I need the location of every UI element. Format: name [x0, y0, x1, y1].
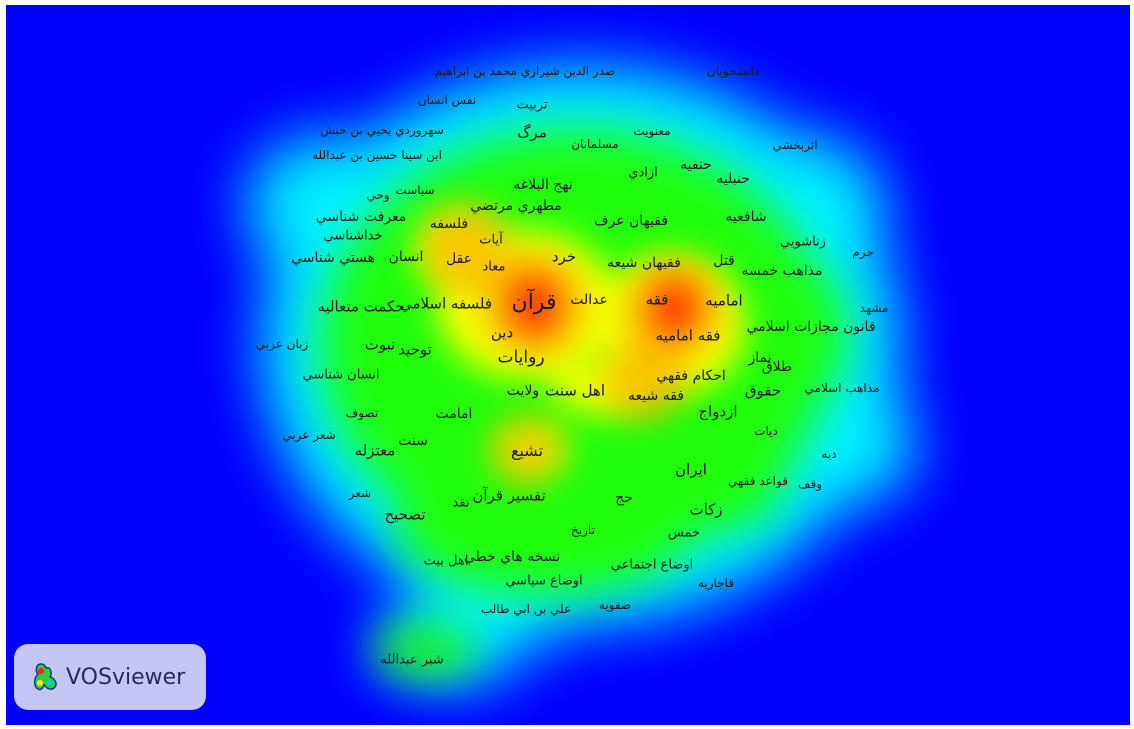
term-label[interactable]: تربيت: [516, 97, 548, 113]
term-label[interactable]: طلاق: [761, 359, 793, 375]
term-label[interactable]: سياست: [395, 183, 435, 197]
term-label[interactable]: توحيد: [398, 340, 432, 359]
term-label[interactable]: قرآن: [511, 290, 557, 315]
term-label[interactable]: ايران: [675, 460, 707, 479]
term-label[interactable]: وقف: [798, 477, 822, 491]
term-label[interactable]: تاريخ: [571, 523, 595, 537]
term-label[interactable]: انسان: [388, 249, 424, 265]
term-label[interactable]: مذاهب خمسه: [741, 263, 823, 279]
term-label[interactable]: اوضاع سياسي: [505, 573, 583, 589]
term-label[interactable]: اوضاع اجتماعي: [610, 557, 694, 573]
term-label[interactable]: نبوت: [364, 335, 396, 354]
term-label[interactable]: خداشناسي: [323, 228, 383, 244]
term-label[interactable]: فلسفه: [429, 216, 469, 232]
term-label[interactable]: تشيع: [510, 441, 544, 460]
term-label[interactable]: فقه اماميه: [655, 326, 721, 345]
vosviewer-logo-text: VOSviewer: [66, 664, 186, 690]
term-label[interactable]: ولايت: [506, 383, 540, 399]
term-label[interactable]: صدر الدين شيرازي محمد بن ابراهيم: [434, 64, 616, 78]
term-label[interactable]: ابن سينا حسين بن عبدالله: [312, 148, 442, 162]
term-label[interactable]: قواعد فقهي: [728, 474, 788, 488]
term-label[interactable]: عدالت: [570, 292, 608, 308]
term-label[interactable]: نسخه هاي خطي: [463, 549, 561, 565]
hotspot-orange-4: [488, 410, 564, 490]
density-hot-layer: [422, 202, 720, 490]
vosviewer-logo-icon: [33, 663, 57, 691]
term-label[interactable]: خرد: [551, 247, 577, 266]
term-label[interactable]: ازادي: [628, 165, 658, 181]
term-label[interactable]: حكمت متعاليه: [317, 297, 405, 316]
term-label[interactable]: آيات: [479, 232, 503, 248]
term-label[interactable]: حنبليه: [716, 171, 750, 187]
term-label[interactable]: دين: [490, 323, 514, 342]
term-label[interactable]: ديات: [754, 424, 778, 438]
term-label[interactable]: زكات: [689, 500, 723, 519]
term-label[interactable]: عقل: [445, 251, 473, 267]
term-label[interactable]: معنويت: [633, 124, 671, 138]
term-label[interactable]: شبر عبدالله: [380, 652, 444, 668]
term-label[interactable]: تصحيح: [384, 505, 426, 524]
term-label[interactable]: شافعيه: [725, 209, 767, 225]
term-label[interactable]: قاجاريه: [697, 576, 735, 590]
term-label[interactable]: سنت: [398, 433, 428, 449]
vosviewer-logo: VOSviewer: [14, 644, 206, 710]
term-label[interactable]: انسان شناسي: [302, 367, 380, 383]
term-label[interactable]: علي بن ابي طالب: [480, 602, 572, 616]
term-label[interactable]: صفويه: [598, 598, 632, 612]
term-label[interactable]: اماميه: [705, 291, 743, 310]
density-heatmap: [246, 65, 916, 685]
term-label[interactable]: سهروردي يحيي بن حبش: [320, 123, 444, 137]
term-label[interactable]: حنفيه: [680, 157, 712, 173]
term-label[interactable]: قتل: [713, 253, 735, 269]
term-label[interactable]: تصوف: [345, 406, 379, 420]
term-label[interactable]: شعر عربي: [282, 428, 336, 442]
term-label[interactable]: دانشجويان: [706, 64, 760, 78]
hotspot-red-0: [507, 273, 561, 337]
term-label[interactable]: فقيهان شيعه: [607, 255, 681, 271]
term-label[interactable]: شعر: [348, 486, 372, 500]
term-label[interactable]: فقه: [645, 290, 669, 309]
term-label[interactable]: فقه شيعه: [628, 388, 684, 404]
term-label[interactable]: نماز: [748, 350, 772, 366]
term-label[interactable]: مسلمانان: [571, 137, 619, 151]
term-label[interactable]: معرفت شناسي: [315, 209, 407, 225]
term-label[interactable]: تفسير قرآن: [472, 486, 546, 505]
density-map[interactable]: صدر الدين شيرازي محمد بن ابراهيم دانشجويا…: [6, 5, 1130, 725]
term-label[interactable]: مرگ: [517, 123, 547, 142]
term-label[interactable]: خمس: [667, 525, 701, 541]
term-label[interactable]: مشهد: [859, 301, 889, 315]
term-label[interactable]: قانون مجازات اسلامي: [746, 319, 876, 335]
term-label[interactable]: معاد: [482, 259, 506, 275]
term-label[interactable]: جرم: [852, 245, 874, 259]
term-label[interactable]: زبان عربي: [255, 337, 309, 351]
term-label[interactable]: ديه: [821, 447, 837, 461]
term-label[interactable]: ازدواج: [698, 402, 738, 421]
term-label[interactable]: هستي شناسي: [291, 250, 375, 266]
term-label[interactable]: نفس انسان: [417, 93, 477, 107]
term-label[interactable]: زناشويي: [780, 234, 826, 250]
hotspot-red-1: [648, 278, 700, 338]
term-label[interactable]: اهل بيت: [423, 553, 469, 569]
term-label[interactable]: امامت: [435, 406, 473, 422]
term-label[interactable]: فقيهان عرف: [593, 213, 669, 229]
term-label[interactable]: روايات: [497, 347, 545, 368]
term-label[interactable]: حج: [615, 490, 633, 506]
term-label[interactable]: احكام فقهي: [656, 368, 726, 384]
term-label[interactable]: نهج البلاغه: [513, 177, 573, 193]
hotspot-orange-3: [422, 202, 510, 296]
term-label[interactable]: اثربخشي: [772, 138, 818, 152]
term-label[interactable]: حقوق: [744, 381, 782, 400]
term-label[interactable]: معتزله: [354, 441, 396, 460]
term-label[interactable]: فلسفه اسلامي: [399, 294, 493, 313]
term-label[interactable]: وحي: [366, 188, 390, 202]
term-label[interactable]: اهل سنت: [544, 381, 606, 400]
term-label[interactable]: مطهري مرتضي: [470, 198, 562, 214]
term-label[interactable]: نقد: [452, 495, 470, 511]
hotspot-orange-2: [606, 338, 686, 422]
term-label[interactable]: مذاهب اسلامي: [804, 381, 880, 395]
